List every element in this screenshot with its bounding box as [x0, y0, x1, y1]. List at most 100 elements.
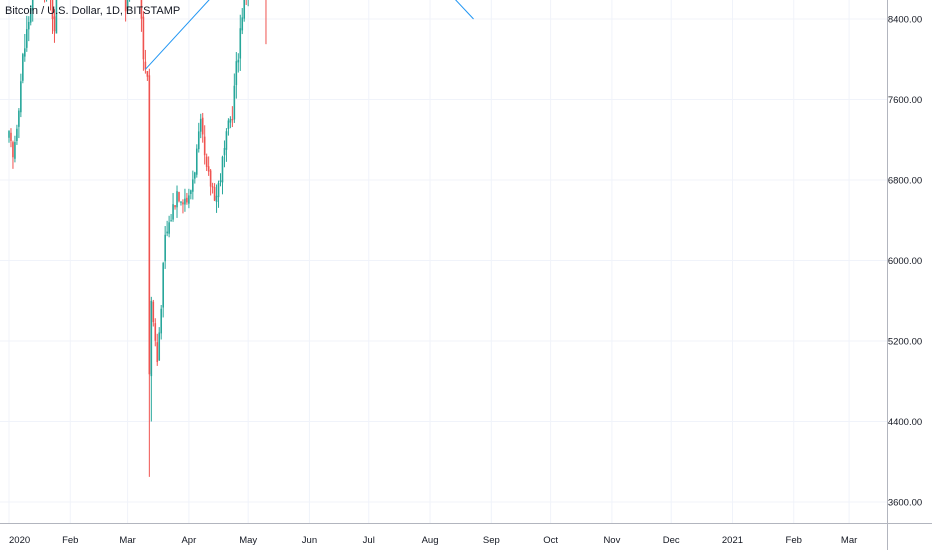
trendline-drawings	[145, 0, 474, 70]
candle-body	[12, 142, 14, 158]
candle-body	[29, 8, 32, 23]
candle-body	[186, 197, 188, 203]
price-tick-label: 6000.00	[888, 256, 922, 267]
candle-body	[180, 201, 182, 203]
candle-body	[227, 120, 230, 129]
candle-body	[221, 156, 224, 183]
time-tick-label: 2021	[722, 535, 743, 546]
candle-body	[31, 0, 34, 11]
candle-body	[229, 118, 232, 123]
candle-body	[144, 61, 147, 70]
candle-body	[211, 186, 214, 188]
candle-body	[237, 59, 240, 63]
time-tick-label: Sep	[483, 535, 500, 546]
candle-body	[25, 29, 28, 48]
candle-body	[146, 71, 149, 77]
price-tick-label: 4400.00	[888, 417, 922, 428]
candle-body	[199, 118, 202, 132]
candle-body	[53, 16, 56, 32]
candle-body	[142, 16, 145, 60]
chart-title: Bitcoin / U.S. Dollar, 1D, BITSTAMP	[5, 5, 180, 17]
candle-body	[162, 263, 164, 308]
candle-body	[235, 61, 238, 86]
candle-body	[243, 0, 246, 19]
candle-body	[174, 205, 176, 208]
candle-body	[140, 0, 143, 19]
candle-body	[164, 234, 166, 262]
candle-body	[27, 21, 30, 30]
candle-body	[170, 220, 172, 222]
candle-body	[14, 142, 16, 159]
candle-body	[178, 192, 180, 202]
candle-body	[148, 75, 151, 375]
time-tick-label: Mar	[841, 535, 857, 546]
candlestick-series	[8, 0, 267, 477]
candle-body	[18, 110, 20, 127]
candle-body	[188, 195, 190, 204]
time-tick-label: Feb	[62, 535, 78, 546]
candle-body	[195, 148, 198, 175]
price-tick-label: 7600.00	[888, 95, 922, 106]
candle-body	[209, 170, 212, 187]
candle-body	[223, 148, 226, 156]
candle-body	[166, 231, 168, 234]
candle-body	[213, 187, 216, 201]
candle-body	[55, 0, 58, 34]
candle-body	[241, 17, 244, 31]
candle-body	[176, 191, 178, 208]
time-tick-label: Aug	[422, 535, 439, 546]
candle-body	[225, 131, 228, 150]
price-tick-label: 5200.00	[888, 337, 922, 348]
candle-body	[168, 222, 170, 234]
time-tick-label: Nov	[603, 535, 620, 546]
candle-body	[154, 323, 157, 341]
candle-body	[51, 0, 54, 20]
candle-body	[24, 48, 26, 57]
trendline	[145, 0, 210, 70]
candle-body	[194, 172, 196, 179]
price-tick-label: 6800.00	[888, 176, 922, 187]
time-axis[interactable]: 2020 Feb Mar Apr May Jun Jul Aug Sep Oct Nov Dec 202…	[0, 523, 932, 547]
candle-body	[22, 54, 24, 81]
candle-body	[201, 117, 204, 135]
time-tick-label: Feb	[786, 535, 802, 546]
candle-body	[182, 202, 184, 205]
candle-body	[10, 132, 12, 141]
time-tick-label: Apr	[181, 535, 196, 546]
time-tick-label: 2020	[9, 535, 30, 546]
candle-body	[20, 81, 22, 113]
price-tick-label: 8400.00	[888, 15, 922, 26]
candle-body	[160, 308, 163, 334]
candle-body	[190, 190, 192, 195]
trendline	[455, 0, 474, 20]
candle-body	[8, 131, 10, 138]
candle-body	[184, 198, 186, 205]
candle-body	[233, 85, 236, 120]
candle-body	[197, 131, 200, 150]
candle-body	[150, 300, 153, 377]
candle-body	[239, 28, 242, 59]
candle-body	[215, 195, 218, 202]
candle-body	[124, 0, 127, 12]
candle-body	[231, 119, 234, 121]
candle-body	[207, 166, 210, 172]
candle-body	[217, 182, 220, 198]
candle-body	[158, 332, 161, 361]
candle-body	[172, 204, 174, 220]
candle-body	[205, 156, 208, 167]
candle-body	[203, 136, 206, 156]
candle-body	[16, 128, 18, 142]
time-tick-label: Jun	[302, 535, 317, 546]
chart-grid	[0, 0, 887, 523]
candle-body	[219, 180, 222, 183]
time-tick-label: May	[239, 535, 257, 546]
candle-body	[126, 0, 129, 9]
price-tick-label: 3600.00	[888, 498, 922, 509]
price-axis[interactable]: 3600.00 4400.00 5200.00 6000.00 6800.00 7600.…	[885, 0, 932, 550]
candle-body	[192, 179, 194, 192]
time-tick-label: Oct	[543, 535, 558, 546]
time-tick-label: Mar	[119, 535, 135, 546]
time-tick-label: Dec	[663, 535, 680, 546]
candle-body	[156, 342, 159, 363]
